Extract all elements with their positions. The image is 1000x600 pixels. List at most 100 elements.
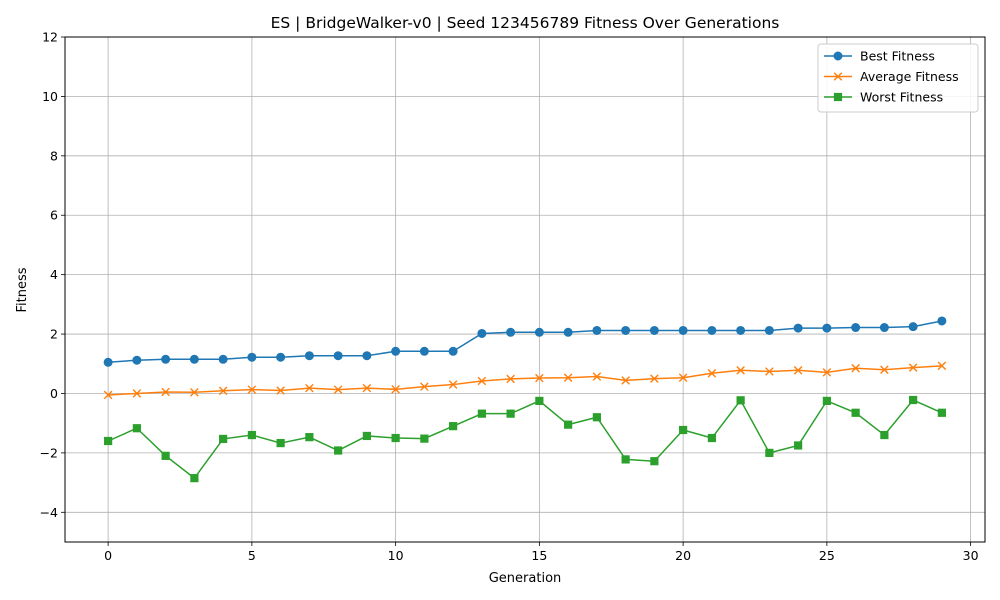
x-tick-label: 30 (963, 548, 979, 563)
average-fitness-point (535, 373, 544, 383)
plot-area-frame (64, 36, 986, 543)
legend-entry-average-fitness: Average Fitness (824, 69, 959, 84)
x-marker-stroke (535, 373, 544, 383)
average-fitness-point (822, 368, 832, 377)
average-fitness-point (103, 390, 113, 400)
average-fitness-point (736, 366, 745, 375)
x-marker-stroke (362, 383, 372, 393)
best-fitness-point (793, 323, 803, 333)
legend-box (817, 43, 979, 113)
best-fitness-series (103, 316, 947, 367)
chart-title: ES | BridgeWalker-v0 | Seed 123456789 Fi… (271, 14, 780, 32)
x-marker-stroke (276, 386, 285, 395)
worst-fitness-point (937, 408, 946, 417)
best-fitness-point (448, 346, 458, 356)
average-fitness-point (305, 383, 314, 393)
average-fitness-point (765, 367, 774, 376)
average-fitness-point (650, 374, 659, 383)
best-fitness-point (304, 351, 314, 361)
legend-entry-worst-fitness: Worst Fitness (824, 90, 943, 105)
x-marker-stroke (190, 387, 199, 397)
average-fitness-point (880, 365, 889, 375)
x-axis-label: Generation (489, 571, 562, 586)
best-fitness-point (362, 351, 372, 361)
worst-fitness-point (219, 434, 228, 444)
average-fitness-point (506, 374, 515, 384)
legend-label: Best Fitness (860, 49, 935, 64)
average-fitness-point (707, 368, 717, 378)
worst-fitness-point (650, 457, 659, 466)
best-fitness-point (764, 325, 774, 335)
average-fitness-point (420, 382, 429, 391)
x-marker-stroke (420, 382, 429, 391)
x-marker-stroke (621, 376, 630, 385)
y-tick-label: 0 (50, 386, 58, 401)
average-fitness-point (621, 376, 630, 385)
y-tick-label: 12 (42, 30, 58, 45)
legend-marker (833, 72, 843, 81)
x-marker-stroke (851, 363, 860, 373)
average-fitness-point (908, 363, 918, 372)
average-fitness-point (132, 389, 142, 398)
x-marker-stroke (707, 368, 717, 378)
worst-fitness-point (477, 409, 486, 418)
worst-fitness-point (592, 413, 601, 422)
x-tick-label: 20 (675, 548, 691, 563)
average-fitness-point (276, 386, 285, 395)
worst-fitness-point (190, 474, 199, 483)
best-fitness-point (908, 322, 918, 332)
x-marker-stroke (563, 373, 573, 383)
average-fitness-point (218, 386, 228, 396)
worst-fitness-point (362, 431, 371, 441)
best-fitness-point (477, 328, 487, 338)
average-fitness-point (563, 373, 573, 383)
worst-fitness-point (707, 433, 716, 443)
best-fitness-point (506, 327, 516, 337)
average-fitness-point (362, 383, 372, 393)
x-marker-stroke (592, 372, 602, 381)
x-marker-stroke (161, 387, 170, 397)
best-fitness-line (108, 320, 943, 364)
x-marker-stroke (765, 367, 774, 376)
best-fitness-point (189, 354, 199, 364)
average-fitness-point (851, 363, 860, 373)
y-tick-label: −4 (40, 505, 58, 520)
average-fitness-point (678, 373, 688, 383)
best-fitness-point (851, 323, 861, 333)
y-tick-label: −2 (40, 445, 58, 460)
x-marker-stroke (678, 373, 688, 383)
grid-lines (65, 36, 985, 542)
average-fitness-point (448, 380, 458, 389)
x-tick-label: 25 (819, 548, 835, 563)
x-marker-stroke (132, 389, 142, 398)
legend-marker (833, 51, 843, 61)
x-marker-stroke (908, 363, 918, 372)
series-layer (103, 316, 947, 483)
y-tick-label: 2 (50, 327, 58, 342)
best-fitness-point (103, 357, 113, 367)
average-fitness-point (391, 385, 400, 394)
x-marker-stroke (506, 374, 515, 384)
y-axis-ticks: −4 −2 0 2 4 6 8 10 12 (40, 30, 65, 520)
worst-fitness-point (334, 446, 343, 455)
average-fitness-point (592, 372, 602, 381)
worst-fitness-point (161, 451, 170, 460)
best-fitness-point (419, 346, 429, 356)
worst-fitness-point (909, 395, 918, 405)
legend-label: Worst Fitness (860, 90, 943, 105)
y-axis-label: Fitness (15, 267, 30, 312)
legend-entry-best-fitness: Best Fitness (824, 49, 935, 64)
worst-fitness-point (132, 424, 141, 433)
average-fitness-point (793, 366, 803, 375)
best-fitness-point (879, 323, 889, 333)
y-tick-label: 10 (42, 89, 58, 104)
x-marker-stroke (477, 376, 487, 386)
x-marker-stroke (391, 385, 400, 394)
worst-fitness-point (449, 422, 458, 431)
y-tick-label: 6 (50, 208, 58, 223)
worst-fitness-point (420, 434, 429, 443)
worst-fitness-point (305, 433, 314, 442)
best-fitness-point (276, 352, 286, 362)
worst-fitness-point (851, 408, 860, 417)
